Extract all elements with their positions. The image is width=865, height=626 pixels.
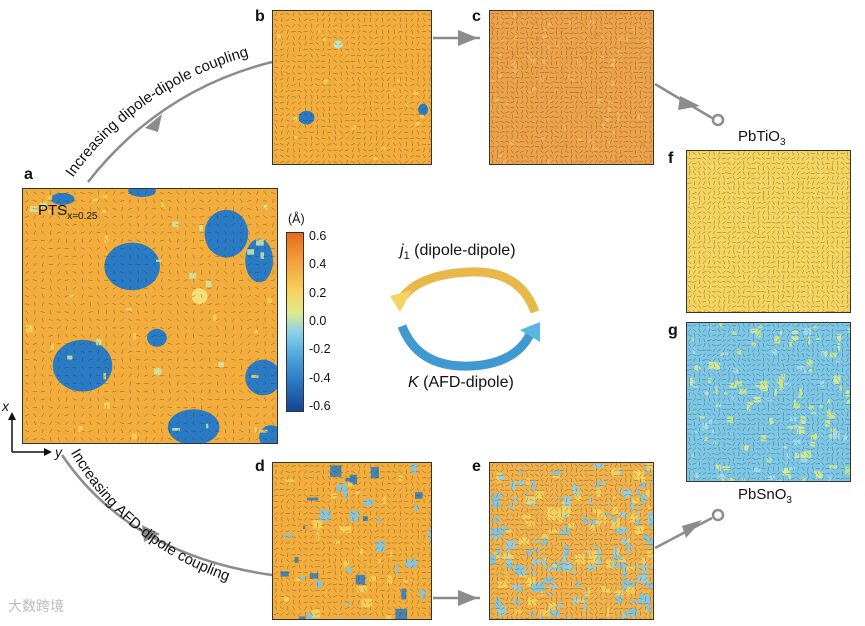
panel-b bbox=[272, 10, 432, 165]
panel-e bbox=[489, 462, 654, 620]
panel-e-label: e bbox=[472, 458, 481, 475]
panel-c-label: c bbox=[472, 8, 481, 25]
panel-a bbox=[22, 188, 278, 444]
colorbar bbox=[286, 232, 304, 412]
colorbar-tick: -0.2 bbox=[309, 342, 331, 357]
panel-g-label: g bbox=[668, 322, 678, 339]
top-curve-arrow bbox=[87, 60, 273, 183]
cycle-arrow-top bbox=[398, 267, 540, 314]
panel-f-label: f bbox=[668, 150, 674, 167]
k-label: K (AFD-dipole) bbox=[408, 374, 514, 391]
colorbar-tick: 0.2 bbox=[309, 285, 327, 300]
cycle-arrow-bottom bbox=[397, 324, 537, 371]
top-curve-label: Increasing dipole-dipole coupling bbox=[62, 43, 250, 180]
colorbar-tick: 0.0 bbox=[309, 314, 327, 328]
watermark: 大数跨境 bbox=[8, 598, 64, 614]
panel-f bbox=[686, 150, 851, 313]
e-to-pbsno3-arrow bbox=[654, 516, 713, 550]
j1-label: j1 (dipole-dipole) bbox=[400, 242, 516, 263]
panel-c bbox=[489, 10, 654, 165]
colorbar-unit: (Å) bbox=[288, 212, 305, 226]
colorbar-tick: -0.6 bbox=[309, 399, 331, 413]
axis-y-label: y bbox=[55, 444, 62, 460]
top-curve-head bbox=[145, 114, 162, 132]
material-pbsno3: PbSnO3 bbox=[738, 486, 792, 506]
axis-x-label: x bbox=[2, 398, 9, 414]
material-pbtio3: PbTiO3 bbox=[738, 128, 786, 148]
panel-d bbox=[272, 462, 432, 620]
pbsno3-endpoint bbox=[711, 508, 725, 522]
colorbar-tick: -0.4 bbox=[309, 370, 331, 385]
bottom-curve-head bbox=[142, 525, 160, 542]
panel-a-material: PTSx=0.25 bbox=[38, 202, 98, 222]
panel-d-label: d bbox=[255, 458, 265, 475]
panel-g bbox=[686, 322, 851, 482]
panel-b-label: b bbox=[255, 8, 265, 25]
pbtio3-endpoint bbox=[711, 113, 725, 127]
colorbar-tick: 0.4 bbox=[309, 257, 327, 272]
bottom-curve-label: Increasing AFD-dipole coupling bbox=[67, 446, 232, 585]
colorbar-tick: 0.6 bbox=[309, 229, 327, 243]
panel-a-label: a bbox=[24, 166, 33, 183]
